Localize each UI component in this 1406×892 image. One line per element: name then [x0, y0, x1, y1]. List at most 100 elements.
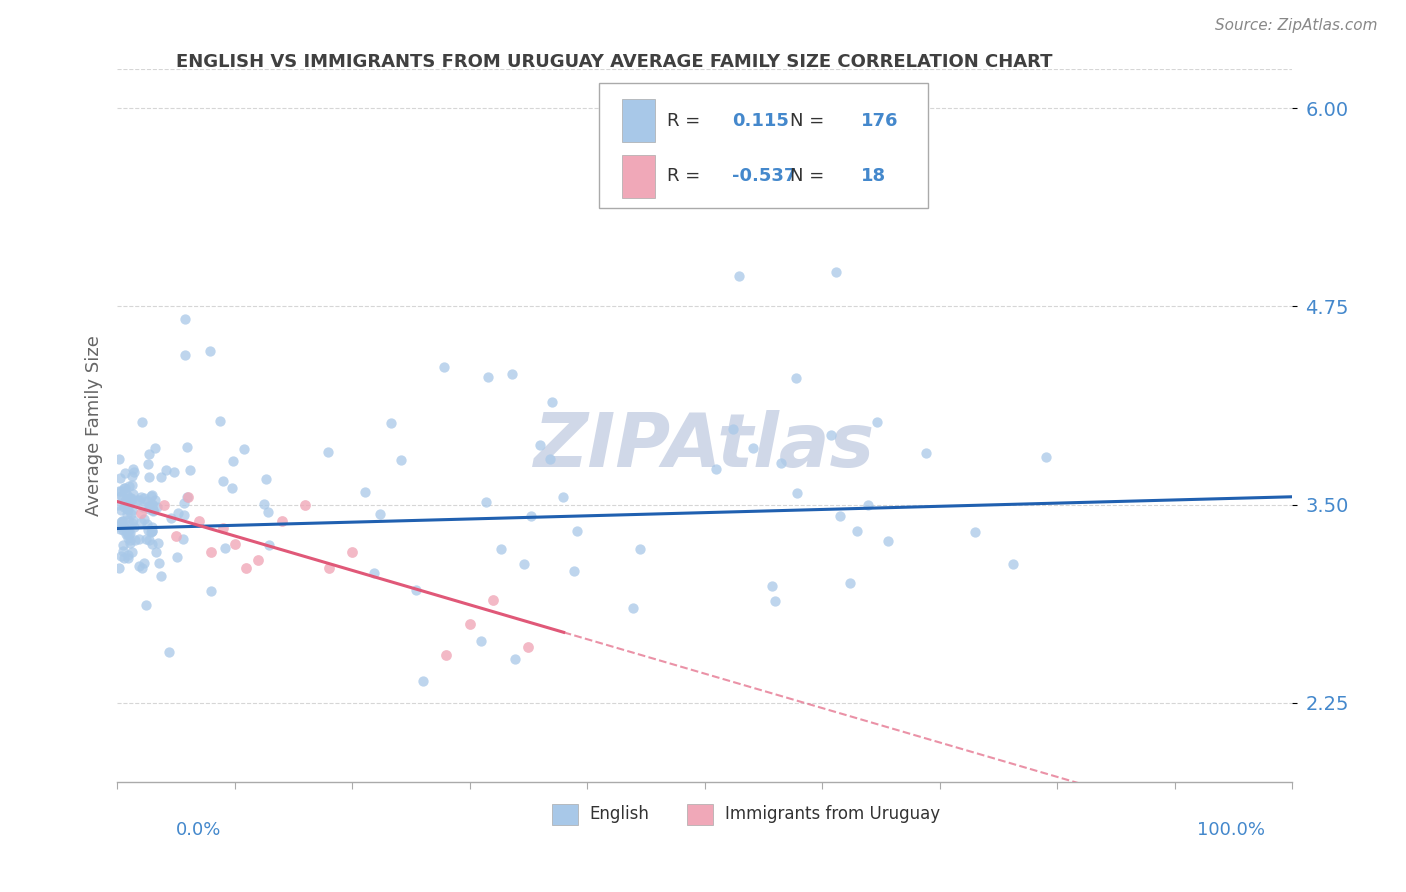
Point — [107, 498, 129, 512]
Point — [529, 438, 551, 452]
Point — [111, 489, 134, 503]
Point — [214, 541, 236, 556]
Point — [141, 524, 163, 539]
Text: 0.0%: 0.0% — [176, 821, 221, 838]
Point — [112, 500, 135, 515]
Point — [141, 520, 163, 534]
Point — [110, 489, 132, 503]
Point — [165, 529, 187, 543]
Point — [270, 514, 292, 528]
Point — [179, 463, 201, 477]
Point — [475, 495, 498, 509]
Point — [721, 422, 744, 436]
Point — [551, 490, 574, 504]
Point — [143, 441, 166, 455]
Point — [141, 497, 163, 511]
Point — [828, 508, 851, 523]
Point — [761, 579, 783, 593]
Point — [149, 569, 172, 583]
Point — [538, 451, 561, 466]
Point — [915, 446, 938, 460]
Point — [820, 427, 842, 442]
Point — [163, 465, 186, 479]
Point — [785, 371, 807, 385]
Point — [129, 490, 152, 504]
Point — [188, 514, 211, 528]
Point — [209, 414, 232, 428]
Point — [121, 516, 143, 530]
Text: Source: ZipAtlas.com: Source: ZipAtlas.com — [1215, 18, 1378, 33]
Point — [107, 483, 129, 498]
Point — [117, 502, 139, 516]
Point — [114, 494, 136, 508]
Point — [115, 526, 138, 541]
Point — [120, 508, 142, 522]
Text: 176: 176 — [860, 112, 898, 130]
Point — [115, 524, 138, 538]
Point — [513, 557, 536, 571]
Point — [108, 471, 131, 485]
Point — [173, 508, 195, 522]
Point — [253, 498, 276, 512]
Point — [114, 481, 136, 495]
Text: R =: R = — [666, 112, 706, 130]
Point — [621, 601, 644, 615]
Point — [139, 525, 162, 540]
Point — [839, 576, 862, 591]
Point — [112, 523, 135, 537]
Point — [114, 466, 136, 480]
Point — [628, 541, 651, 556]
Point — [520, 508, 543, 523]
Point — [128, 559, 150, 574]
Point — [233, 442, 256, 457]
Point — [135, 532, 157, 546]
Point — [294, 498, 316, 512]
Point — [763, 593, 786, 607]
Point — [110, 515, 132, 529]
Point — [131, 561, 153, 575]
Point — [482, 592, 505, 607]
Point — [111, 514, 134, 528]
Point — [405, 582, 427, 597]
Point — [176, 440, 198, 454]
FancyBboxPatch shape — [553, 804, 578, 825]
Point — [141, 498, 163, 512]
Point — [155, 463, 177, 477]
Point — [176, 490, 198, 504]
Point — [200, 545, 222, 559]
Point — [129, 515, 152, 529]
Point — [1001, 557, 1024, 571]
Point — [120, 491, 142, 506]
Point — [136, 524, 159, 538]
Point — [200, 584, 222, 599]
FancyBboxPatch shape — [688, 804, 713, 825]
Point — [172, 532, 194, 546]
Point — [112, 544, 135, 558]
Point — [470, 634, 492, 648]
Point — [110, 522, 132, 536]
Point — [146, 500, 169, 514]
Point — [257, 505, 280, 519]
Point — [877, 533, 900, 548]
Point — [138, 470, 160, 484]
Point — [340, 545, 363, 559]
Point — [138, 502, 160, 516]
Point — [150, 469, 173, 483]
Point — [122, 466, 145, 480]
Point — [501, 367, 523, 381]
Point — [224, 537, 246, 551]
Point — [122, 520, 145, 534]
Text: Immigrants from Uruguay: Immigrants from Uruguay — [724, 805, 939, 823]
FancyBboxPatch shape — [599, 83, 928, 208]
Text: 0.115: 0.115 — [731, 112, 789, 130]
Text: 18: 18 — [860, 167, 886, 186]
Point — [107, 519, 129, 533]
Point — [138, 446, 160, 460]
Point — [135, 598, 157, 612]
Point — [567, 524, 589, 538]
Point — [318, 445, 340, 459]
Point — [770, 456, 793, 470]
Text: -0.537: -0.537 — [731, 167, 796, 186]
Point — [115, 502, 138, 516]
Point — [117, 513, 139, 527]
